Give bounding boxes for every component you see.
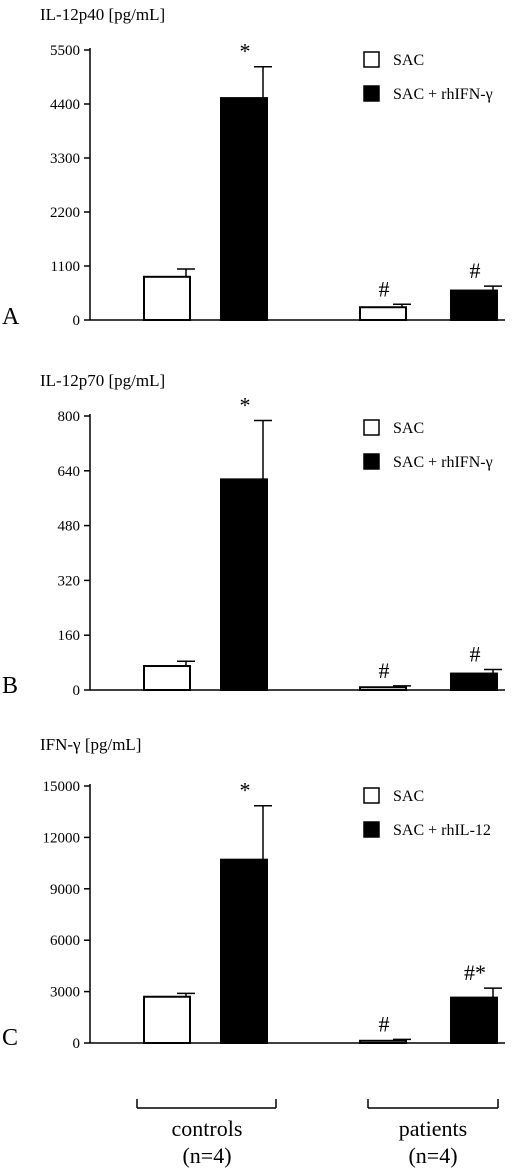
y-tick-label: 2200 (50, 205, 80, 221)
panel-letter: C (2, 1025, 18, 1051)
y-tick-label: 160 (58, 628, 81, 644)
significance-mark: * (240, 778, 251, 803)
y-tick-label: 800 (58, 409, 81, 425)
significance-mark: # (379, 1011, 390, 1036)
y-tick-label: 5500 (50, 43, 80, 59)
y-tick-label: 6000 (50, 933, 80, 949)
legend-swatch (363, 821, 380, 838)
legend-label: SAC + rhIL-12 (393, 822, 491, 839)
y-tick-label: 9000 (50, 882, 80, 898)
significance-mark: * (240, 392, 251, 417)
bar-sac-controls (143, 275, 191, 321)
significance-mark: # (470, 641, 481, 666)
legend-label: SAC + rhIFN-γ (393, 454, 493, 471)
group-label: controls (172, 1116, 243, 1141)
legend-swatch (363, 419, 380, 436)
legend-swatch (363, 787, 380, 804)
y-tick-label: 4400 (50, 97, 80, 113)
significance-mark: #* (464, 960, 486, 985)
legend-label: SAC (393, 52, 424, 69)
y-tick-label: 480 (58, 519, 81, 535)
legend-label: SAC (393, 420, 424, 437)
y-tick-label: 1100 (51, 259, 80, 275)
y-tick-label: 320 (58, 573, 81, 589)
bar-sac-patients (359, 1039, 407, 1045)
panel-letter: B (2, 673, 18, 699)
significance-mark: # (470, 258, 481, 283)
y-axis-label: IL-12p70 [pg/mL] (40, 371, 165, 390)
panel-letter: A (2, 304, 20, 330)
bar-sac-patients (359, 686, 407, 692)
legend-swatch (363, 453, 380, 470)
y-tick-label: 15000 (43, 779, 81, 795)
chart-panel-c: IFN-γ [pg/mL] C 0 3000 6000 9000 12000 15000 * # #… (2, 735, 505, 1052)
bar-sac-controls (143, 665, 191, 692)
bar-stim-controls (220, 97, 268, 322)
legend-label: SAC + rhIFN-γ (393, 86, 493, 103)
bar-stim-patients (450, 289, 498, 321)
group-n-label: (n=4) (408, 1143, 457, 1168)
significance-mark: # (379, 276, 390, 301)
y-tick-label: 3300 (50, 151, 80, 167)
y-axis-label: IL-12p40 [pg/mL] (40, 5, 165, 24)
y-tick-label: 12000 (43, 830, 81, 846)
bar-sac-patients (359, 306, 407, 321)
legend-label: SAC (393, 788, 424, 805)
group-patients: patients(n=4) (367, 1099, 499, 1168)
group-controls: controls(n=4) (136, 1099, 277, 1168)
legend-swatch (363, 51, 380, 68)
y-tick-label: 0 (73, 313, 81, 329)
bar-stim-controls (220, 858, 268, 1044)
chart-panel-b: IL-12p70 [pg/mL] B 0 160 320 480 640 800 * # # SAC S… (2, 371, 505, 699)
group-n-label: (n=4) (182, 1143, 231, 1168)
bar-stim-controls (220, 478, 268, 691)
group-label: patients (399, 1116, 467, 1141)
bar-sac-controls (143, 995, 191, 1044)
chart-panel-a: IL-12p40 [pg/mL] A 0 1100 2200 3300 4400 5500 * #… (2, 5, 505, 330)
y-tick-label: 0 (73, 683, 81, 699)
legend-swatch (363, 85, 380, 102)
bar-stim-patients (450, 996, 498, 1045)
y-tick-label: 3000 (50, 985, 80, 1001)
y-tick-label: 640 (58, 464, 81, 480)
bar-stim-patients (450, 672, 498, 691)
significance-mark: * (240, 39, 251, 64)
y-axis-label: IFN-γ [pg/mL] (40, 735, 141, 754)
significance-mark: # (379, 658, 390, 683)
y-tick-label: 0 (73, 1036, 81, 1052)
